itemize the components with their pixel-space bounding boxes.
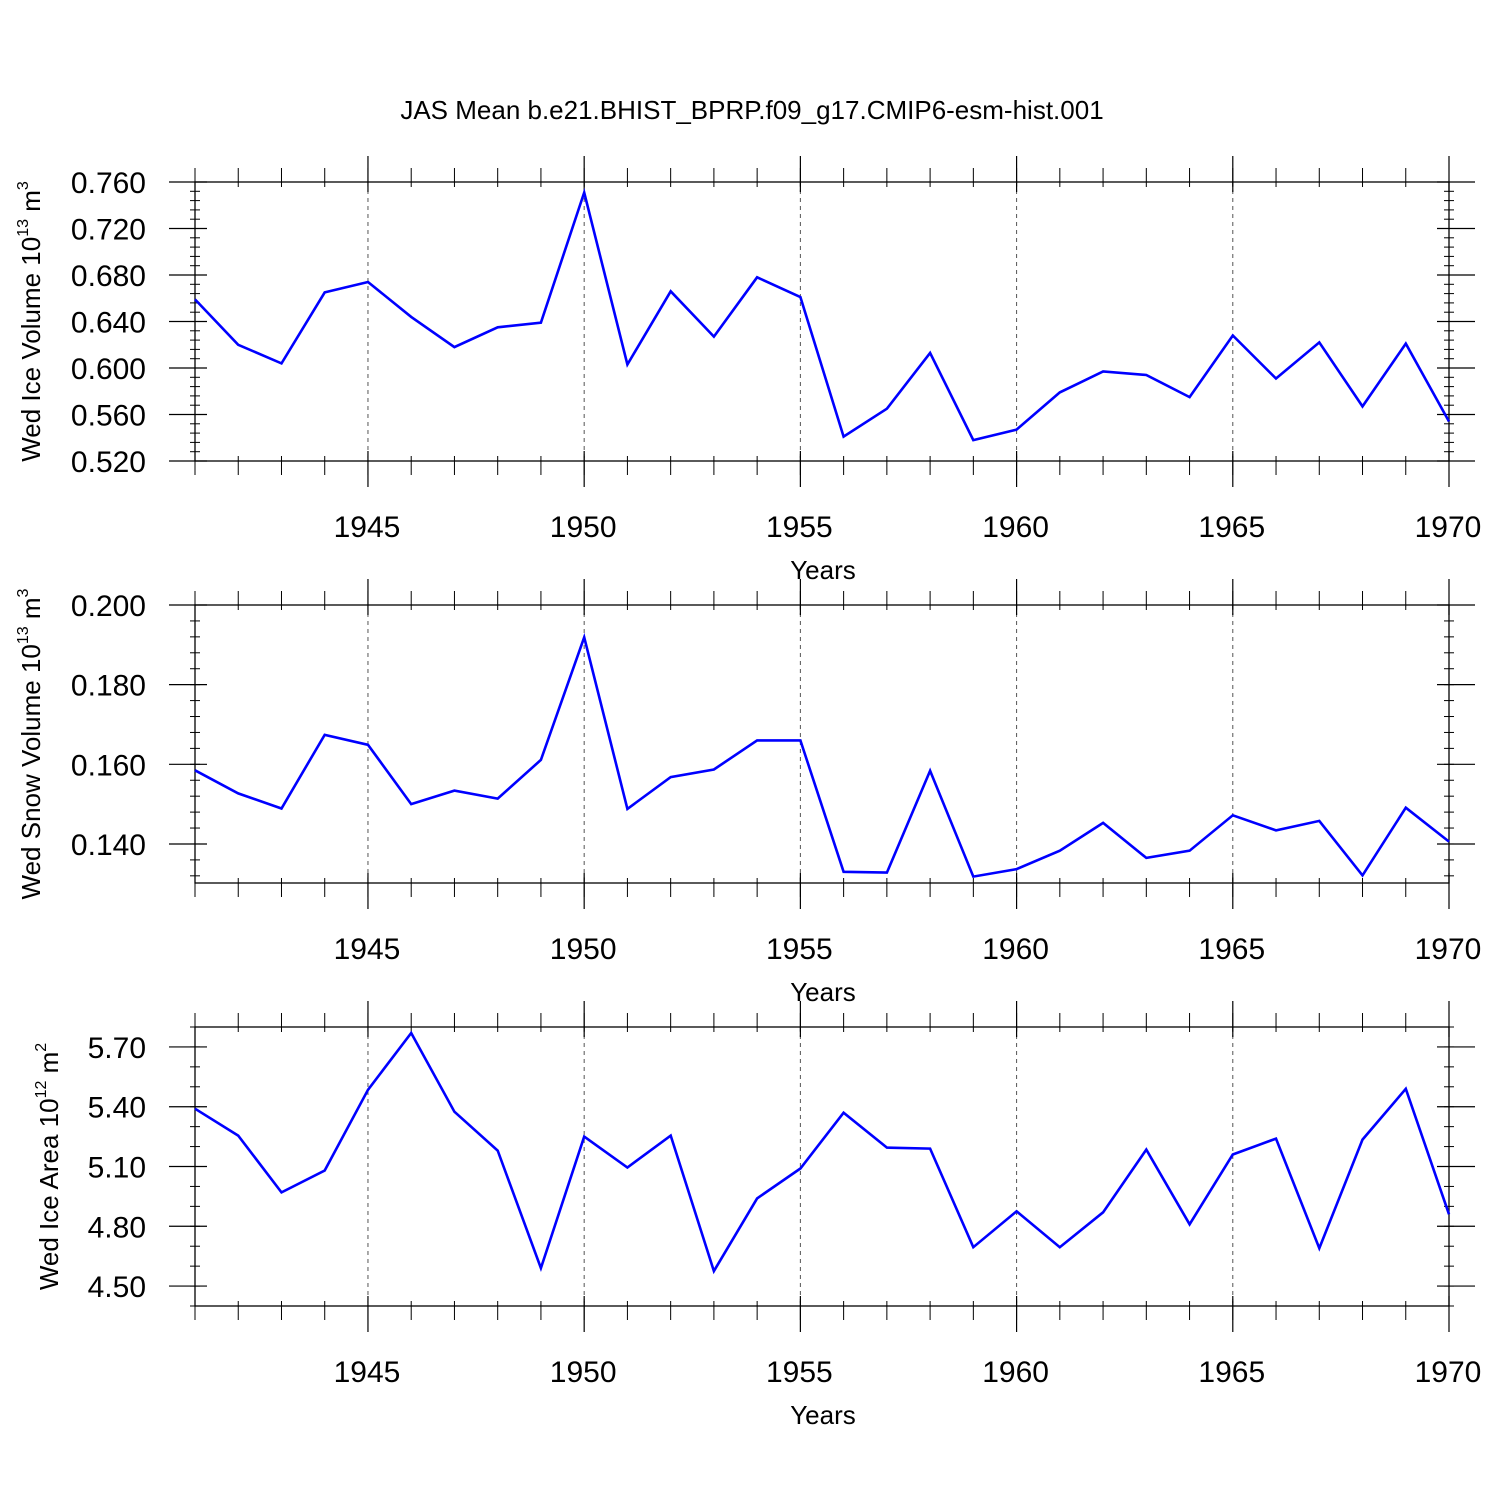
x-tick-label: 1965: [1198, 511, 1265, 544]
x-tick-label: 1945: [334, 1356, 401, 1389]
y-tick-label: 5.70: [88, 1032, 146, 1065]
y-tick-label: 0.560: [71, 400, 146, 433]
x-tick-label: 1970: [1415, 511, 1482, 544]
y-tick-label: 0.760: [71, 167, 146, 200]
y-tick-label: 5.40: [88, 1092, 146, 1125]
y-label-unit: m: [34, 1052, 64, 1081]
y-tick-label: 0.680: [71, 260, 146, 293]
series-line: [194, 187, 1451, 442]
x-tick-label: 1955: [766, 511, 833, 544]
chart-panel-2: 1945 1950 1955 1960 1965 1970 0.140 0.160 0.180 0…: [15, 579, 1481, 1007]
x-tick-label: 1970: [1415, 933, 1482, 966]
y-label-prefix: Wed Ice Volume 10: [16, 237, 46, 462]
y-axis-label: Wed Snow Volume 1013 m3: [15, 588, 46, 899]
x-tick-label: 1950: [550, 511, 617, 544]
x-tick-label: 1970: [1415, 1356, 1482, 1389]
x-tick-label: 1965: [1198, 933, 1265, 966]
y-tick-label: 0.520: [71, 446, 146, 479]
x-tick-label: 1960: [982, 933, 1049, 966]
chart-panel-1: 1945 1950 1955 1960 1965 1970 0.520 0.560 0.600 0…: [15, 156, 1481, 585]
plot-frame: [194, 181, 1450, 462]
y-label-unit: m: [16, 597, 46, 626]
x-tick-label: 1945: [334, 933, 401, 966]
y-tick-label: 5.10: [88, 1152, 146, 1185]
series-line: [194, 1030, 1451, 1275]
plot-frame: [194, 1026, 1450, 1307]
y-axis-label: Wed Ice Volume 1013 m3: [15, 181, 46, 462]
y-tick-label: 0.720: [71, 214, 146, 247]
chart-panel-3: 1945 1950 1955 1960 1965 1970 4.50 4.80 5.10 5.40…: [33, 1001, 1481, 1430]
x-tick-label: 1960: [982, 1356, 1049, 1389]
figure-title: JAS Mean b.e21.BHIST_BPRP.f09_g17.CMIP6-…: [400, 95, 1103, 125]
y-label-exponent: 13: [15, 626, 32, 644]
y-label-unit-exponent: 2: [33, 1043, 50, 1052]
y-label-unit-exponent: 3: [15, 588, 32, 597]
x-tick-label: 1950: [550, 933, 617, 966]
y-axis-label: Wed Ice Area 1012 m2: [33, 1043, 64, 1290]
y-tick-label: 0.140: [71, 829, 146, 862]
y-tick-label: 0.160: [71, 749, 146, 782]
x-axis-label: Years: [790, 555, 856, 585]
y-tick-label: 0.200: [71, 590, 146, 623]
x-tick-label: 1955: [766, 933, 833, 966]
x-axis-label: Years: [790, 1400, 856, 1430]
x-axis-label: Years: [790, 977, 856, 1007]
x-tick-label: 1955: [766, 1356, 833, 1389]
y-tick-label: 0.600: [71, 353, 146, 386]
y-label-exponent: 12: [33, 1081, 50, 1099]
y-label-unit-exponent: 3: [15, 181, 32, 190]
panels-container: 1945 1950 1955 1960 1965 1970 0.520 0.560 0.600 0…: [15, 156, 1481, 1430]
x-tick-label: 1960: [982, 511, 1049, 544]
x-tick-label: 1950: [550, 1356, 617, 1389]
y-label-prefix: Wed Ice Area 10: [34, 1098, 64, 1290]
y-tick-label: 0.640: [71, 307, 146, 340]
y-tick-label: 4.50: [88, 1271, 146, 1304]
y-label-exponent: 13: [15, 219, 32, 237]
y-label-unit: m: [16, 190, 46, 219]
y-tick-label: 0.180: [71, 670, 146, 703]
x-tick-label: 1965: [1198, 1356, 1265, 1389]
x-tick-label: 1945: [334, 511, 401, 544]
plot-frame: [194, 604, 1450, 884]
y-label-prefix: Wed Snow Volume 10: [16, 644, 46, 899]
y-tick-label: 4.80: [88, 1211, 146, 1244]
series-line: [194, 632, 1450, 879]
